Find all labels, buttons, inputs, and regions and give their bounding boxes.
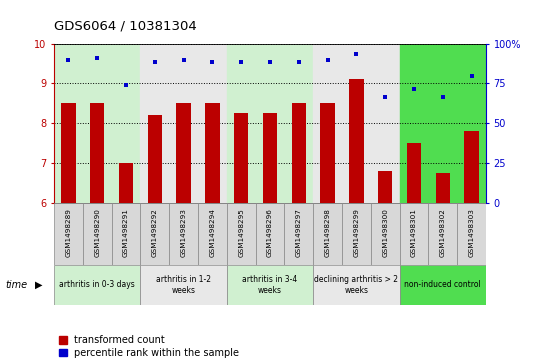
Bar bbox=[313, 203, 342, 265]
Bar bbox=[457, 203, 486, 265]
Bar bbox=[378, 171, 393, 203]
Text: GSM1498302: GSM1498302 bbox=[440, 208, 446, 257]
Bar bbox=[400, 203, 428, 265]
Point bbox=[122, 83, 130, 89]
Text: GSM1498300: GSM1498300 bbox=[382, 208, 388, 257]
Text: arthritis in 1-2
weeks: arthritis in 1-2 weeks bbox=[156, 275, 211, 295]
Point bbox=[323, 57, 332, 62]
Legend: transformed count, percentile rank within the sample: transformed count, percentile rank withi… bbox=[59, 335, 239, 358]
Bar bbox=[400, 44, 486, 203]
Text: GSM1498293: GSM1498293 bbox=[180, 208, 187, 257]
Text: GSM1498290: GSM1498290 bbox=[94, 208, 100, 257]
Point bbox=[294, 58, 303, 65]
Bar bbox=[285, 203, 313, 265]
Bar bbox=[342, 203, 371, 265]
Text: ▶: ▶ bbox=[35, 280, 43, 290]
Bar bbox=[313, 265, 400, 305]
Bar bbox=[54, 44, 140, 203]
Point bbox=[237, 58, 246, 65]
Bar bbox=[255, 203, 285, 265]
Point bbox=[179, 57, 188, 62]
Text: declining arthritis > 2
weeks: declining arthritis > 2 weeks bbox=[314, 275, 399, 295]
Bar bbox=[227, 44, 313, 203]
Bar bbox=[54, 265, 140, 305]
Bar bbox=[407, 143, 421, 203]
Point bbox=[93, 54, 102, 60]
Text: arthritis in 0-3 days: arthritis in 0-3 days bbox=[59, 281, 135, 289]
Point bbox=[352, 51, 361, 57]
Bar bbox=[169, 203, 198, 265]
Bar bbox=[227, 265, 313, 305]
Bar bbox=[428, 203, 457, 265]
Text: GSM1498296: GSM1498296 bbox=[267, 208, 273, 257]
Point bbox=[381, 94, 389, 100]
Point bbox=[64, 57, 73, 62]
Bar bbox=[112, 203, 140, 265]
Bar bbox=[90, 103, 104, 203]
Bar bbox=[61, 103, 76, 203]
Bar bbox=[119, 163, 133, 203]
Point bbox=[410, 87, 418, 93]
Point bbox=[151, 58, 159, 65]
Text: time: time bbox=[5, 280, 28, 290]
Bar bbox=[177, 103, 191, 203]
Text: GDS6064 / 10381304: GDS6064 / 10381304 bbox=[54, 20, 197, 33]
Bar bbox=[205, 103, 220, 203]
Text: GSM1498292: GSM1498292 bbox=[152, 208, 158, 257]
Bar bbox=[320, 103, 335, 203]
Bar bbox=[371, 203, 400, 265]
Text: GSM1498303: GSM1498303 bbox=[469, 208, 475, 257]
Bar bbox=[147, 115, 162, 203]
Text: GSM1498301: GSM1498301 bbox=[411, 208, 417, 257]
Text: GSM1498298: GSM1498298 bbox=[325, 208, 330, 257]
Point bbox=[438, 94, 447, 100]
Text: arthritis in 3-4
weeks: arthritis in 3-4 weeks bbox=[242, 275, 298, 295]
Text: GSM1498299: GSM1498299 bbox=[353, 208, 360, 257]
Text: non-induced control: non-induced control bbox=[404, 281, 481, 289]
Point bbox=[208, 58, 217, 65]
Bar bbox=[436, 174, 450, 203]
Text: GSM1498294: GSM1498294 bbox=[210, 208, 215, 257]
Point bbox=[266, 58, 274, 65]
Bar bbox=[140, 203, 169, 265]
Bar bbox=[313, 44, 400, 203]
Text: GSM1498291: GSM1498291 bbox=[123, 208, 129, 257]
Bar bbox=[234, 113, 248, 203]
Bar bbox=[349, 79, 363, 203]
Point bbox=[467, 73, 476, 78]
Text: GSM1498295: GSM1498295 bbox=[238, 208, 244, 257]
Bar bbox=[400, 265, 486, 305]
Bar bbox=[292, 103, 306, 203]
Bar bbox=[140, 265, 227, 305]
Text: GSM1498297: GSM1498297 bbox=[296, 208, 302, 257]
Bar bbox=[464, 131, 479, 203]
Bar bbox=[198, 203, 227, 265]
Bar bbox=[140, 44, 227, 203]
Bar bbox=[263, 113, 277, 203]
Bar bbox=[227, 203, 255, 265]
Bar bbox=[83, 203, 112, 265]
Bar bbox=[54, 203, 83, 265]
Text: GSM1498289: GSM1498289 bbox=[65, 208, 71, 257]
